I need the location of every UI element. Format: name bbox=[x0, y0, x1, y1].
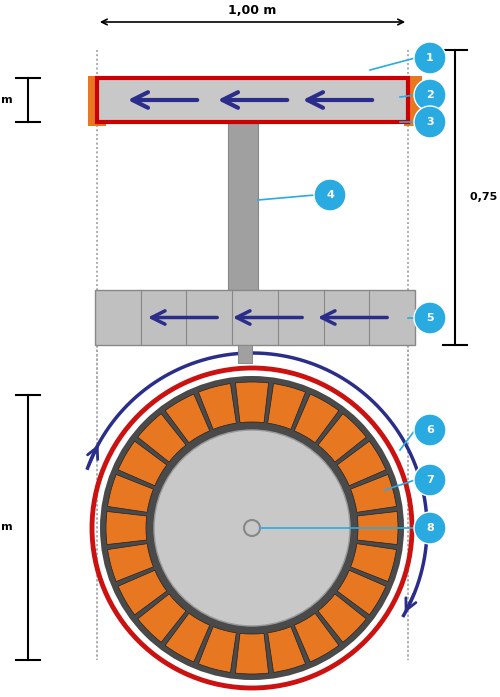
Circle shape bbox=[314, 179, 346, 211]
Wedge shape bbox=[268, 627, 306, 673]
Wedge shape bbox=[138, 594, 186, 642]
Bar bbox=[238, 345, 252, 363]
Circle shape bbox=[414, 302, 446, 334]
Wedge shape bbox=[294, 613, 339, 662]
Text: 8: 8 bbox=[426, 523, 434, 533]
Wedge shape bbox=[106, 512, 146, 544]
Wedge shape bbox=[294, 394, 339, 443]
Wedge shape bbox=[198, 627, 236, 673]
Wedge shape bbox=[350, 544, 397, 581]
Wedge shape bbox=[118, 570, 167, 615]
Text: 1: 1 bbox=[426, 53, 434, 63]
Wedge shape bbox=[118, 441, 167, 486]
Wedge shape bbox=[337, 441, 386, 486]
Circle shape bbox=[100, 376, 404, 680]
Wedge shape bbox=[236, 382, 268, 422]
Text: 6: 6 bbox=[426, 425, 434, 435]
Text: 3: 3 bbox=[426, 117, 434, 127]
Circle shape bbox=[154, 430, 350, 626]
Bar bbox=[88, 76, 106, 126]
Wedge shape bbox=[165, 394, 210, 443]
Text: 0,75 m: 0,75 m bbox=[470, 192, 500, 203]
Circle shape bbox=[414, 464, 446, 496]
Wedge shape bbox=[198, 383, 236, 429]
Wedge shape bbox=[108, 544, 154, 581]
Text: 5: 5 bbox=[426, 313, 434, 323]
Circle shape bbox=[414, 42, 446, 74]
Circle shape bbox=[414, 414, 446, 446]
Text: 0,20 m: 0,20 m bbox=[0, 95, 13, 105]
Wedge shape bbox=[337, 570, 386, 615]
Wedge shape bbox=[108, 475, 154, 512]
Circle shape bbox=[414, 79, 446, 111]
Text: 7: 7 bbox=[426, 475, 434, 485]
Wedge shape bbox=[138, 414, 186, 462]
Text: 2: 2 bbox=[426, 90, 434, 100]
Wedge shape bbox=[318, 594, 366, 642]
Wedge shape bbox=[318, 414, 366, 462]
Text: 4: 4 bbox=[326, 190, 334, 200]
Circle shape bbox=[414, 512, 446, 544]
Wedge shape bbox=[350, 475, 397, 512]
Text: 1,00 m: 1,00 m bbox=[228, 4, 276, 17]
Bar bbox=[404, 76, 422, 126]
Wedge shape bbox=[268, 383, 306, 429]
Wedge shape bbox=[236, 634, 268, 674]
Wedge shape bbox=[358, 512, 398, 544]
Circle shape bbox=[414, 106, 446, 138]
Bar bbox=[95, 290, 415, 345]
Bar bbox=[97, 78, 408, 122]
Bar bbox=[228, 122, 258, 290]
Wedge shape bbox=[165, 613, 210, 662]
Text: 1,00 m: 1,00 m bbox=[0, 523, 13, 533]
